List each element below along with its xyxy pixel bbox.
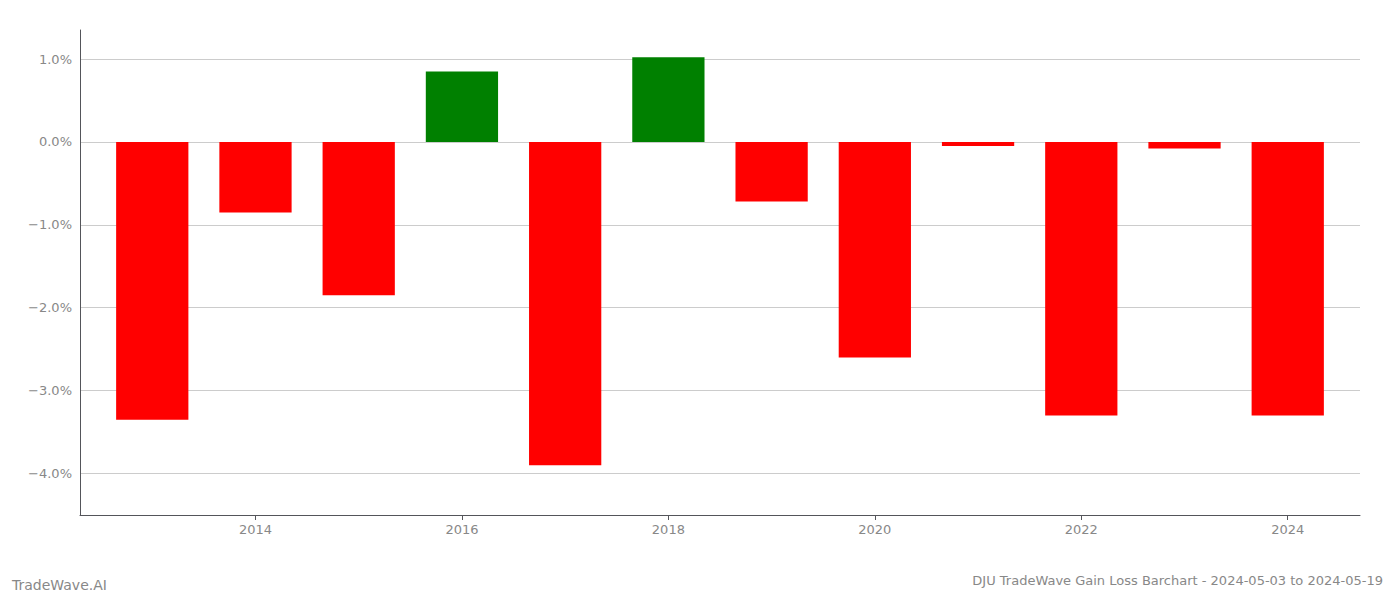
svg-text:−3.0%: −3.0% — [28, 383, 72, 398]
svg-text:2018: 2018 — [652, 522, 685, 537]
svg-text:TradeWave.AI: TradeWave.AI — [11, 577, 107, 593]
svg-text:2024: 2024 — [1271, 522, 1304, 537]
svg-text:2014: 2014 — [239, 522, 272, 537]
svg-text:−1.0%: −1.0% — [28, 217, 72, 232]
svg-text:0.0%: 0.0% — [39, 134, 72, 149]
svg-text:2020: 2020 — [858, 522, 891, 537]
svg-text:2016: 2016 — [445, 522, 478, 537]
svg-text:−4.0%: −4.0% — [28, 466, 72, 481]
svg-text:2022: 2022 — [1065, 522, 1098, 537]
svg-text:DJU TradeWave Gain Loss Barcha: DJU TradeWave Gain Loss Barchart - 2024-… — [972, 573, 1383, 588]
svg-text:1.0%: 1.0% — [39, 52, 72, 67]
svg-text:−2.0%: −2.0% — [28, 300, 72, 315]
